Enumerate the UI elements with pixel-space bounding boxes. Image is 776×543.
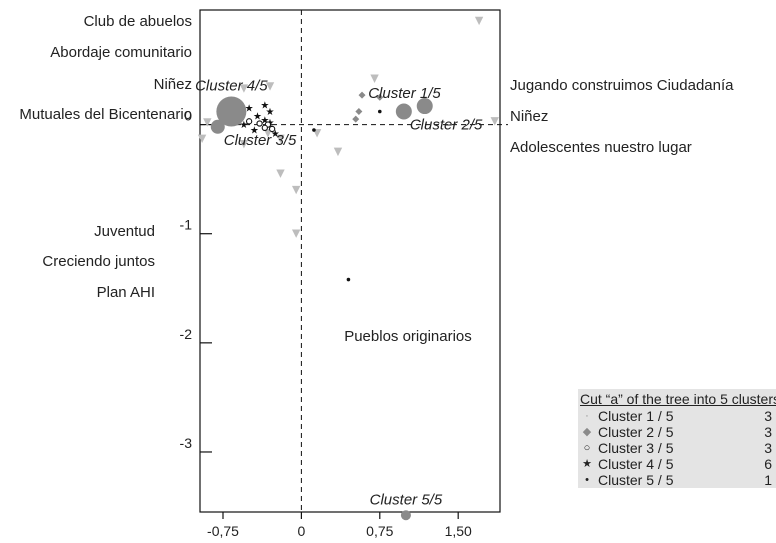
- dot-icon: •: [585, 474, 589, 486]
- triangle-marker: [370, 74, 379, 83]
- star-marker: ★: [245, 104, 254, 115]
- triangle-marker: [197, 134, 207, 143]
- triangle-marker: [291, 185, 301, 195]
- triangle-marker: [276, 134, 285, 143]
- cluster-label: Cluster 5/5: [370, 491, 443, 508]
- diamond-marker: [355, 107, 363, 115]
- dot-marker: [377, 109, 382, 114]
- dot-icon: ·: [585, 410, 589, 422]
- y-tick-label: -1: [180, 217, 193, 233]
- open-circle-marker: [261, 124, 268, 132]
- legend: Cut “a” of the tree into 5 clusters · Cl…: [578, 389, 776, 488]
- open-circle-marker: [245, 118, 253, 125]
- variable-label: Club de abuelos: [84, 13, 192, 30]
- y-tick-label: -3: [180, 435, 193, 451]
- variable-label: Mutuales del Bicentenario: [19, 106, 192, 123]
- star-marker: ★: [253, 111, 262, 122]
- variable-label: Jugando construimos Ciudadanía: [510, 77, 734, 94]
- legend-item-label: Cluster 2 / 5: [598, 424, 674, 440]
- triangle-marker: [276, 169, 285, 178]
- legend-item: • Cluster 5 / 5 1: [578, 472, 776, 488]
- triangle-marker: [265, 82, 275, 91]
- y-tick-label: 0: [184, 108, 192, 124]
- legend-title: Cut “a” of the tree into 5 clusters: [580, 391, 776, 407]
- legend-item-label: Cluster 1 / 5: [598, 408, 674, 424]
- star-marker: ★: [271, 129, 280, 140]
- diamond-marker: [376, 93, 384, 101]
- legend-item-count: 3: [764, 408, 772, 424]
- cluster-label: Cluster 4/5: [195, 77, 268, 94]
- variable-label: Creciendo juntos: [42, 253, 155, 270]
- variable-label: Plan AHI: [97, 284, 155, 301]
- x-tick-label: 1,50: [445, 523, 472, 539]
- star-icon: ★: [582, 458, 592, 470]
- variable-label: Juventud: [94, 223, 155, 240]
- triangle-marker: [490, 117, 499, 126]
- legend-item: ◆ Cluster 2 / 5 3: [578, 424, 776, 440]
- star-marker: ★: [250, 126, 259, 137]
- diamond-marker: [358, 91, 366, 99]
- diamond-icon: ◆: [582, 426, 592, 438]
- triangle-marker: [239, 140, 249, 149]
- diamond-marker: [352, 115, 360, 123]
- open-circle-marker: [268, 125, 276, 133]
- cluster-label: Cluster 3/5: [224, 132, 297, 149]
- star-marker: ★: [239, 120, 248, 131]
- variable-label: Niñez: [154, 76, 192, 93]
- star-marker: ★: [266, 107, 275, 118]
- triangle-marker: [333, 147, 343, 157]
- triangle-marker: [203, 118, 212, 127]
- x-tick-label: 0: [297, 523, 305, 539]
- legend-item-count: 6: [764, 456, 772, 472]
- variable-label: Pueblos originarios: [344, 328, 472, 345]
- legend-item-label: Cluster 5 / 5: [598, 472, 674, 488]
- star-marker: ★: [260, 100, 269, 111]
- legend-item: ○ Cluster 3 / 5 3: [578, 440, 776, 456]
- triangle-marker: [239, 84, 249, 93]
- legend-item-count: 1: [764, 472, 772, 488]
- open-circle-icon: ○: [583, 442, 591, 454]
- cluster-centroid: [416, 98, 433, 115]
- variable-label: Adolescentes nuestro lugar: [510, 139, 692, 156]
- legend-item-count: 3: [764, 424, 772, 440]
- x-tick-label: 0,75: [366, 523, 393, 539]
- cluster-centroid: [400, 510, 411, 521]
- variable-label: Abordaje comunitario: [50, 44, 192, 61]
- legend-item: · Cluster 1 / 5 3: [578, 408, 776, 424]
- x-tick-label: -0,75: [207, 523, 239, 539]
- cluster-label: Cluster 2/5: [410, 116, 483, 133]
- cluster-centroid: [216, 96, 247, 127]
- legend-item-label: Cluster 3 / 5: [598, 440, 674, 456]
- variable-label: Niñez: [510, 108, 548, 125]
- open-circle-marker: [256, 120, 263, 127]
- star-marker: ★: [260, 116, 269, 127]
- dot-marker: [312, 128, 316, 132]
- triangle-marker: [291, 229, 301, 238]
- cluster-label: Cluster 1/5: [368, 85, 441, 102]
- plot-frame: [199, 9, 501, 513]
- triangle-marker: [474, 16, 484, 26]
- cluster-centroid: [210, 119, 225, 134]
- legend-item: ★ Cluster 4 / 5 6: [578, 456, 776, 472]
- cluster-centroid: [395, 103, 412, 120]
- dot-marker: [346, 277, 351, 282]
- legend-item-count: 3: [764, 440, 772, 456]
- legend-item-label: Cluster 4 / 5: [598, 456, 674, 472]
- y-tick-label: -2: [180, 326, 193, 342]
